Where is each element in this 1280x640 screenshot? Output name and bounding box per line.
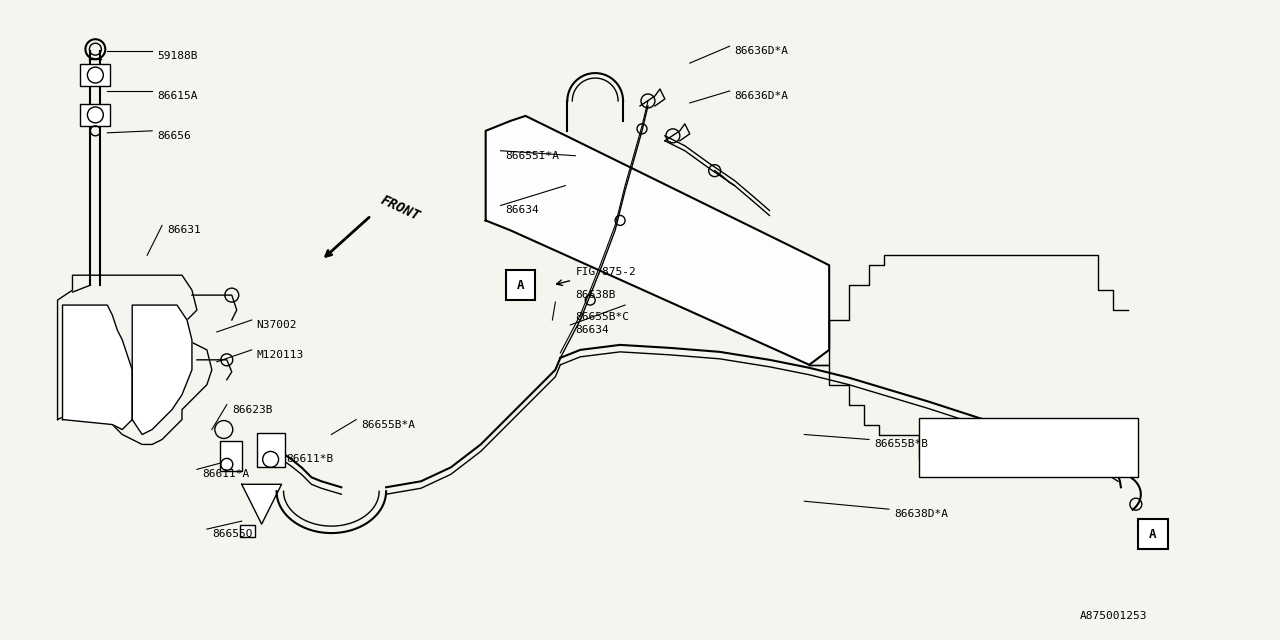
Text: 86636D*A: 86636D*A bbox=[735, 46, 788, 56]
Polygon shape bbox=[485, 116, 829, 365]
Text: 86655B*C: 86655B*C bbox=[575, 312, 630, 322]
Polygon shape bbox=[242, 484, 282, 524]
Text: M120113: M120113 bbox=[257, 350, 303, 360]
Text: 86636D*A: 86636D*A bbox=[735, 91, 788, 101]
Bar bbox=[506, 270, 535, 300]
Polygon shape bbox=[132, 305, 192, 435]
Text: 86634: 86634 bbox=[575, 325, 609, 335]
Text: 86655Q: 86655Q bbox=[212, 529, 252, 539]
Text: 86638D*A: 86638D*A bbox=[893, 509, 948, 519]
Text: 86631: 86631 bbox=[168, 225, 201, 236]
Bar bbox=[81, 104, 110, 126]
Text: 86638B: 86638B bbox=[575, 290, 616, 300]
Text: N37002: N37002 bbox=[257, 320, 297, 330]
Text: 86656: 86656 bbox=[157, 131, 191, 141]
Polygon shape bbox=[63, 305, 132, 429]
Text: 86615A: 86615A bbox=[157, 91, 197, 101]
Text: A875001253: A875001253 bbox=[1080, 611, 1148, 621]
Text: A: A bbox=[517, 278, 525, 292]
Bar bbox=[239, 525, 255, 537]
Text: FIG.875-2: FIG.875-2 bbox=[575, 267, 636, 277]
Text: 86655I*A: 86655I*A bbox=[506, 150, 559, 161]
Text: 86655B*A: 86655B*A bbox=[361, 420, 415, 429]
Text: FRONT: FRONT bbox=[378, 193, 422, 223]
Text: 86655B*B: 86655B*B bbox=[874, 440, 928, 449]
Bar bbox=[919, 417, 1138, 477]
Text: 86611*A: 86611*A bbox=[202, 469, 250, 479]
Bar bbox=[257, 433, 284, 467]
Bar bbox=[81, 64, 110, 86]
Text: 86611*B: 86611*B bbox=[287, 454, 334, 465]
Bar bbox=[1138, 519, 1167, 549]
Text: 59188B: 59188B bbox=[157, 51, 197, 61]
Text: 86634: 86634 bbox=[506, 205, 539, 216]
Text: 86623B: 86623B bbox=[232, 404, 273, 415]
Text: A: A bbox=[1149, 527, 1157, 541]
Bar bbox=[220, 442, 242, 471]
